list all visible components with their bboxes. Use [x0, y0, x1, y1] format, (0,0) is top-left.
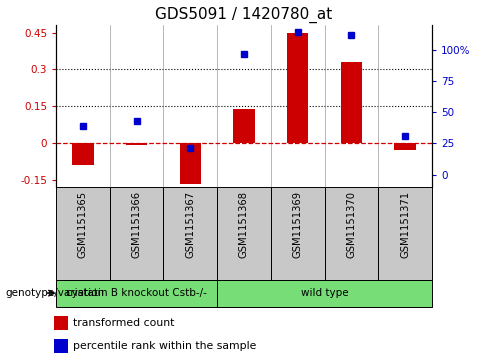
Text: GSM1151371: GSM1151371	[400, 191, 410, 258]
Text: GSM1151370: GSM1151370	[346, 191, 356, 258]
Text: percentile rank within the sample: percentile rank within the sample	[73, 341, 257, 351]
Text: GSM1151365: GSM1151365	[78, 191, 88, 258]
Bar	[341, 62, 362, 143]
Text: GSM1151369: GSM1151369	[293, 191, 303, 258]
Bar	[72, 143, 94, 165]
Bar	[378, 187, 432, 280]
Text: wild type: wild type	[301, 288, 348, 298]
Text: transformed count: transformed count	[73, 318, 175, 328]
Bar	[54, 339, 67, 353]
Bar	[325, 187, 378, 280]
Bar	[180, 143, 201, 184]
Text: GSM1151367: GSM1151367	[185, 191, 195, 258]
Bar	[110, 187, 163, 280]
Bar	[271, 187, 325, 280]
Bar	[56, 187, 110, 280]
Title: GDS5091 / 1420780_at: GDS5091 / 1420780_at	[155, 7, 333, 23]
Bar	[217, 187, 271, 280]
Bar	[233, 109, 255, 143]
Bar	[217, 280, 432, 307]
Bar	[126, 143, 147, 145]
Text: GSM1151368: GSM1151368	[239, 191, 249, 258]
Text: cystatin B knockout Cstb-/-: cystatin B knockout Cstb-/-	[66, 288, 207, 298]
Bar	[287, 33, 308, 143]
Bar	[163, 187, 217, 280]
Bar	[394, 143, 416, 150]
Bar	[56, 280, 217, 307]
Bar	[54, 316, 67, 330]
Text: genotype/variation: genotype/variation	[5, 288, 104, 298]
Text: GSM1151366: GSM1151366	[132, 191, 142, 258]
